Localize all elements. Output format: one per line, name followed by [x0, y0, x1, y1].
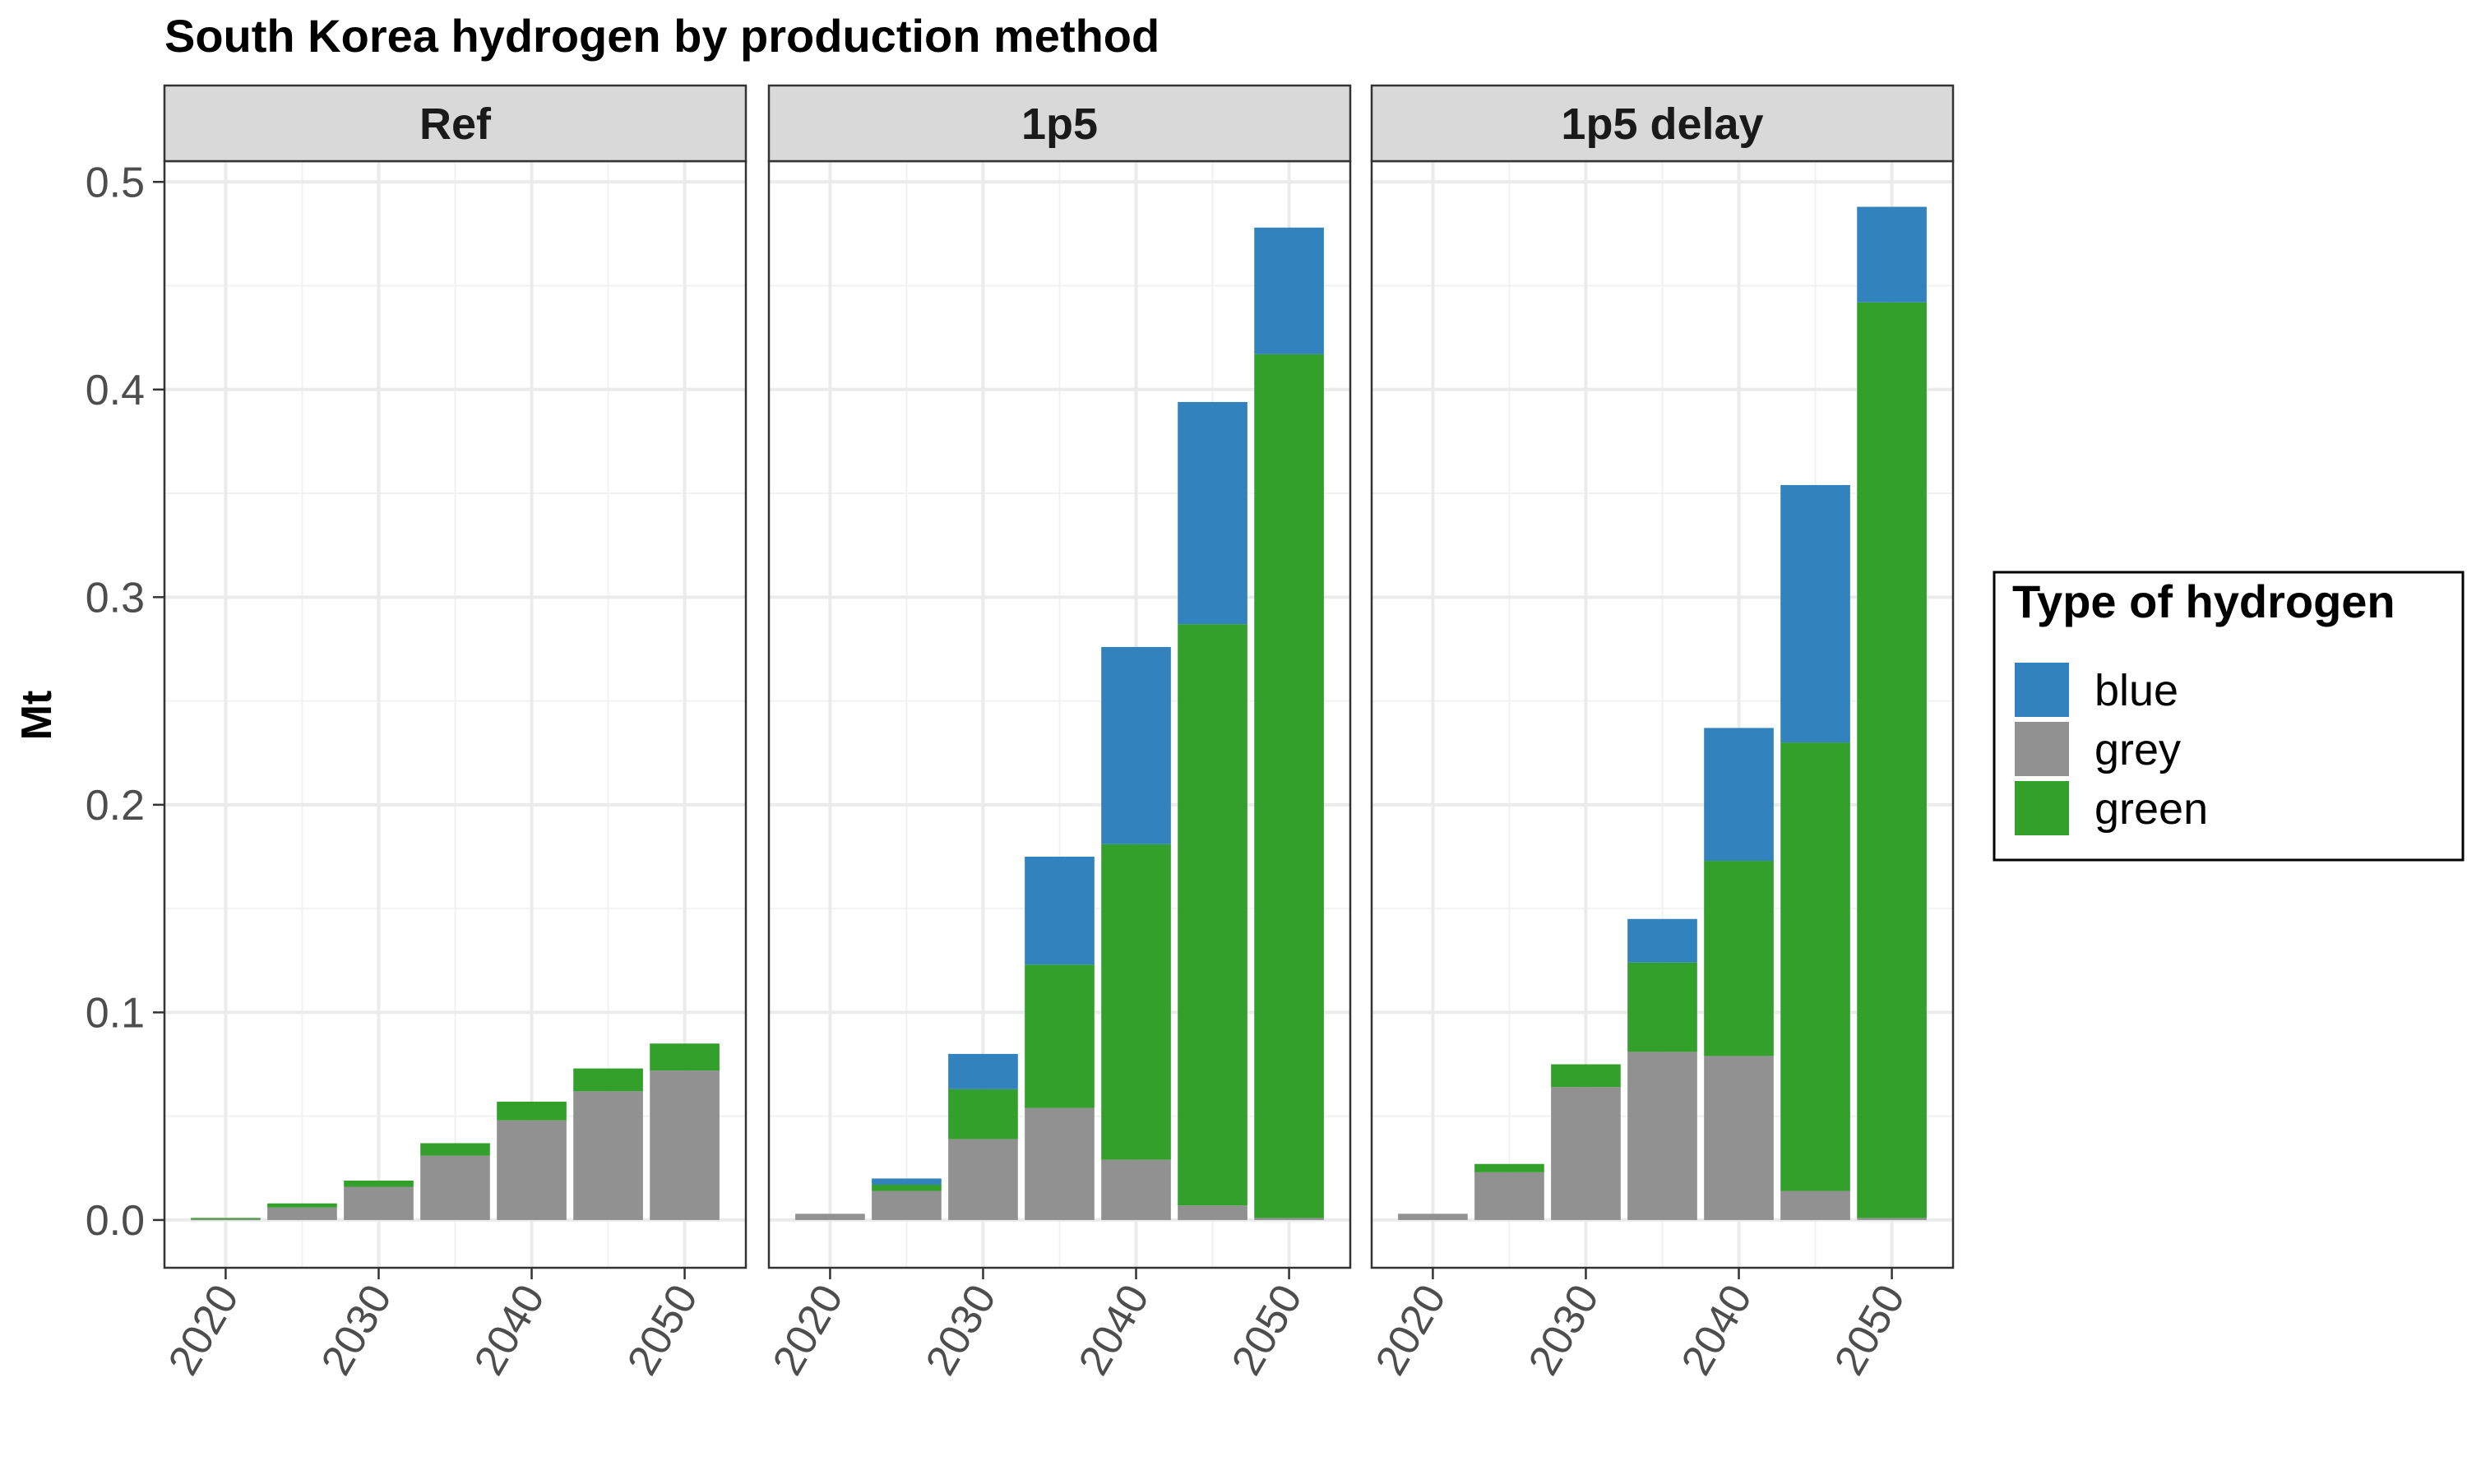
x-tick-label: 2040: [465, 1277, 554, 1383]
bar-grey-2020: [191, 1218, 261, 1221]
chart-title: South Korea hydrogen by production metho…: [164, 10, 1159, 62]
bar-blue-2030: [948, 1053, 1018, 1089]
bar-green-2050: [650, 1043, 720, 1071]
bar-grey-2040: [497, 1120, 567, 1220]
bar-grey-2035: [1627, 1052, 1697, 1220]
facet-strip: [163, 84, 748, 163]
bar-green-2045: [1780, 742, 1850, 1191]
bar-grey-2030: [1551, 1087, 1621, 1220]
bar-green-2030: [344, 1180, 414, 1187]
bar-grey-2025: [872, 1190, 942, 1220]
bar-green-2045: [1178, 624, 1247, 1206]
bar-blue-2025: [872, 1178, 942, 1185]
bar-green-2020: [191, 1218, 261, 1219]
bar-grey-2050: [1857, 1218, 1927, 1220]
bar-green-2040: [1101, 844, 1171, 1160]
x-tick-label: 2020: [764, 1277, 853, 1383]
legend-key-green: [2015, 781, 2069, 835]
legend-key-blue: [2015, 663, 2069, 717]
facet-strip: [767, 84, 1352, 163]
facet-strip-label: Ref: [419, 99, 492, 149]
bar-grey-2045: [573, 1091, 643, 1220]
facet-strip-label: 1p5 delay: [1561, 99, 1763, 149]
x-tick-label: 2030: [312, 1277, 401, 1383]
bar-green-2030: [948, 1089, 1018, 1140]
x-tick-label: 2030: [1520, 1277, 1608, 1383]
legend-label-blue: blue: [2094, 666, 2178, 715]
x-tick-label: 2050: [1826, 1277, 1914, 1383]
bar-grey-2025: [1474, 1172, 1544, 1220]
bar-grey-2040: [1704, 1056, 1774, 1220]
legend-title: Type of hydrogen: [2012, 576, 2395, 627]
legend-label-green: green: [2094, 784, 2208, 834]
bar-green-2025: [267, 1203, 337, 1208]
bar-grey-2030: [344, 1186, 414, 1220]
bar-green-2035: [420, 1143, 490, 1156]
bar-blue-2040: [1101, 646, 1171, 844]
y-tick-label: 0.1: [86, 989, 145, 1037]
bar-blue-2035: [1025, 856, 1095, 965]
y-tick-label: 0.2: [86, 782, 145, 830]
bar-green-2050: [1857, 302, 1927, 1218]
y-tick-label: 0.4: [86, 367, 145, 414]
x-tick-label: 2050: [618, 1277, 707, 1383]
legend-label-grey: grey: [2094, 725, 2181, 774]
bar-blue-2045: [1178, 401, 1247, 625]
x-tick-label: 2020: [160, 1277, 248, 1383]
x-tick-label: 2020: [1367, 1277, 1456, 1383]
bar-grey-2035: [1025, 1107, 1095, 1220]
bar-grey-2050: [650, 1070, 720, 1220]
facet-panel-2: 1p5 delay 2020 2030 2040 2050: [1367, 84, 1955, 1383]
bar-green-2035: [1025, 964, 1095, 1108]
bar-grey-2045: [1178, 1205, 1247, 1220]
facet-strip: [1370, 84, 1955, 163]
facet-strip-label: 1p5: [1021, 99, 1098, 149]
x-tick-label: 2050: [1223, 1277, 1312, 1383]
bar-grey-2030: [948, 1139, 1018, 1220]
facet-panel-0: Ref 2020 2030 2040 2050 0.0 0.1 0.2 0.3 0.4 0.5: [86, 84, 748, 1383]
bar-green-2030: [1551, 1064, 1621, 1088]
bar-blue-2045: [1780, 484, 1850, 743]
bar-green-2025: [1474, 1163, 1544, 1172]
bar-green-2025: [872, 1184, 942, 1191]
bar-grey-2035: [420, 1155, 490, 1220]
bar-green-2035: [1627, 962, 1697, 1052]
x-tick-label: 2030: [917, 1277, 1006, 1383]
bar-grey-2025: [267, 1207, 337, 1220]
bar-grey-2020: [1398, 1214, 1468, 1220]
bar-green-2040: [497, 1101, 567, 1121]
bar-grey-2040: [1101, 1159, 1171, 1220]
bar-green-2045: [573, 1068, 643, 1092]
bar-blue-2050: [1857, 206, 1927, 303]
y-tick-label: 0.5: [86, 159, 145, 206]
x-tick-label: 2040: [1673, 1277, 1761, 1383]
bar-grey-2020: [795, 1214, 865, 1220]
bar-grey-2045: [1780, 1190, 1850, 1220]
y-tick-label: 0.3: [86, 574, 145, 622]
facet-panel-1: 1p5 2020 2030 2040 2050: [764, 84, 1352, 1383]
bar-blue-2035: [1627, 918, 1697, 963]
legend-box: [1993, 571, 2465, 862]
bar-green-2040: [1704, 861, 1774, 1056]
x-tick-label: 2040: [1070, 1277, 1159, 1383]
bar-blue-2040: [1704, 728, 1774, 862]
bar-green-2050: [1254, 354, 1324, 1218]
bar-grey-2050: [1254, 1218, 1324, 1220]
bar-blue-2050: [1254, 227, 1324, 354]
legend-key-grey: [2015, 722, 2069, 776]
y-axis-title: Mt: [13, 691, 61, 741]
y-tick-label: 0.0: [86, 1197, 145, 1245]
